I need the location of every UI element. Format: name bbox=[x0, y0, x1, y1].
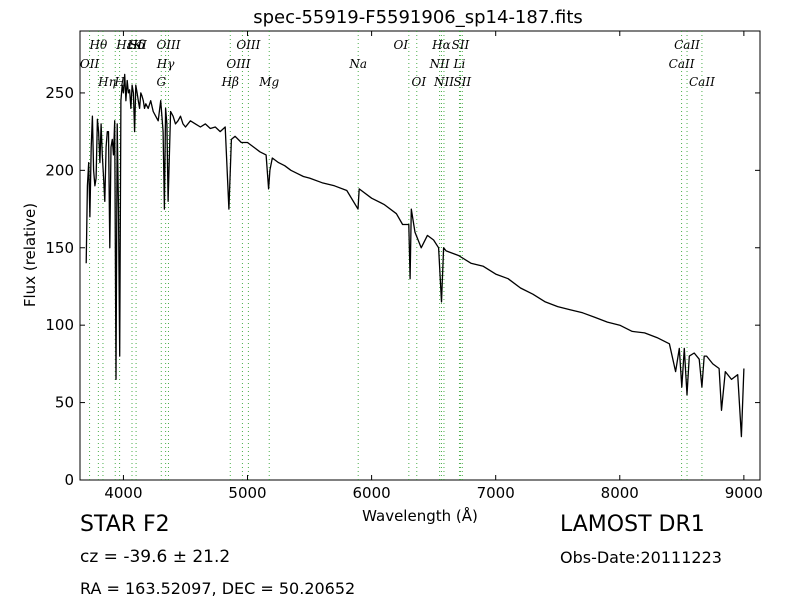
spectral-line-label: OIII bbox=[226, 57, 250, 71]
y-tick-label: 100 bbox=[45, 316, 74, 334]
x-axis-label: Wavelength (Å) bbox=[362, 506, 478, 525]
spectral-line-label: SII bbox=[452, 38, 470, 52]
y-tick-label: 50 bbox=[55, 394, 74, 412]
spectral-line-label: Hδ bbox=[126, 38, 145, 52]
spectral-line-label: Hβ bbox=[221, 75, 239, 89]
spectral-line-label: OII bbox=[80, 57, 100, 71]
spectral-line-label: Li bbox=[453, 57, 466, 71]
spectral-line-label: Hθ bbox=[89, 38, 108, 52]
spectral-line-label: CaII bbox=[669, 57, 695, 71]
spectrum-line bbox=[85, 73, 745, 438]
survey-name: LAMOST DR1 bbox=[560, 512, 705, 537]
x-tick-label: 9000 bbox=[725, 484, 763, 502]
spectral-line-label: SII bbox=[453, 75, 471, 89]
spectral-line-label: Hα bbox=[431, 38, 451, 52]
spectral-line-label: Hγ bbox=[156, 57, 175, 71]
spectral-line-label: NII bbox=[433, 75, 454, 89]
ra-dec: RA = 163.52097, DEC = 50.20652 bbox=[80, 579, 356, 598]
spectral-line-label: H bbox=[113, 75, 125, 89]
x-tick-label: 8000 bbox=[601, 484, 639, 502]
plot-frame bbox=[79, 30, 761, 481]
observation-date: Obs-Date:20111223 bbox=[560, 548, 722, 567]
x-tick-label: 5000 bbox=[228, 484, 266, 502]
spectral-line-label: OIII bbox=[156, 38, 180, 52]
object-class: STAR F2 bbox=[80, 512, 170, 537]
x-tick-label: 4000 bbox=[104, 484, 142, 502]
spectral-line-label: G bbox=[156, 75, 166, 89]
spectral-line-label: OIII bbox=[236, 38, 260, 52]
spectral-line-label: CaII bbox=[689, 75, 715, 89]
spectral-line-label: CaII bbox=[674, 38, 700, 52]
redshift-cz: cz = -39.6 ± 21.2 bbox=[80, 547, 231, 567]
spectral-line-label: NII bbox=[429, 57, 450, 71]
y-axis-label: Flux (relative) bbox=[21, 203, 39, 307]
spectral-line-label: OI bbox=[411, 75, 426, 89]
chart-title: spec-55919-F5591906_sp14-187.fits bbox=[253, 7, 583, 28]
spectral-line-label: HεK bbox=[115, 38, 143, 52]
y-tick-label: 200 bbox=[45, 161, 74, 179]
x-tick-label: 6000 bbox=[353, 484, 391, 502]
spectral-line-label: Na bbox=[348, 57, 367, 71]
y-tick-label: 250 bbox=[45, 84, 74, 102]
y-tick-label: 0 bbox=[64, 471, 74, 489]
y-tick-label: 150 bbox=[45, 239, 74, 257]
x-tick-label: 7000 bbox=[477, 484, 515, 502]
spectral-line-label: SII bbox=[129, 38, 147, 52]
spectral-line-label: OI bbox=[394, 38, 409, 52]
spectral-line-label: Hη bbox=[97, 75, 116, 89]
spectral-line-label: Mg bbox=[258, 75, 279, 89]
